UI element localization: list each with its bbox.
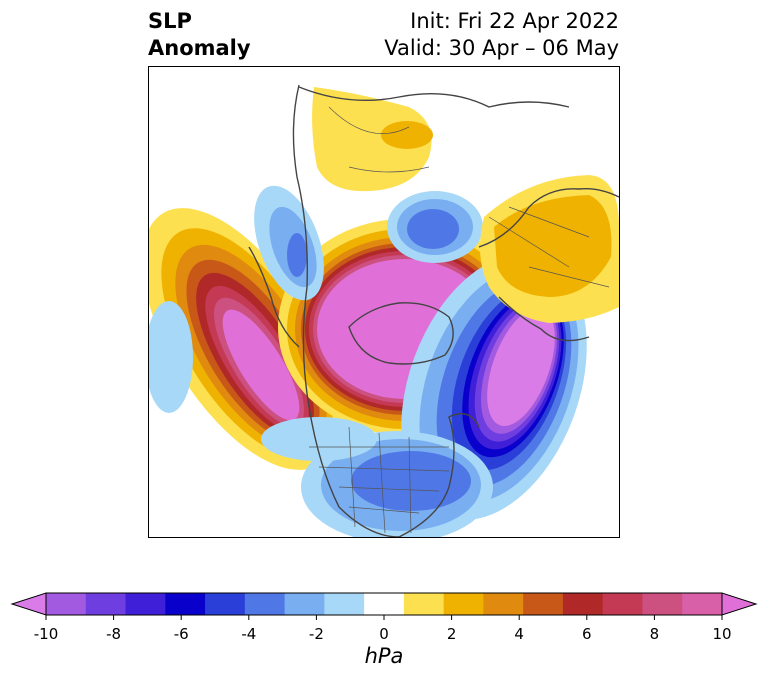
colorbar-cell xyxy=(85,593,127,615)
init-date: Init: Fri 22 Apr 2022 xyxy=(410,9,619,33)
colorbar-tick-label: 10 xyxy=(712,625,731,643)
colorbar-tick-label: 0 xyxy=(379,625,389,643)
anomaly-kamchatka-negative xyxy=(254,185,324,301)
colorbar-tick-label: -8 xyxy=(106,625,121,643)
colorbar: -10 -8 -6 -4 -2 0 2 4 6 8 10 xyxy=(10,592,758,643)
anomaly-kara-negative xyxy=(387,191,483,263)
borders xyxy=(309,106,610,534)
colorbar-cell xyxy=(46,593,87,615)
anomaly-map xyxy=(148,66,620,538)
colorbar-extend-right xyxy=(721,592,758,616)
anomaly-alaska-positive xyxy=(149,208,340,470)
colorbar-cell xyxy=(443,593,484,615)
anomaly-map-svg xyxy=(149,84,619,537)
title-line-anomaly: Anomaly xyxy=(148,36,251,60)
valid-dates: Valid: 30 Apr – 06 May xyxy=(384,36,619,60)
colorbar-unit-label: hPa xyxy=(364,644,404,668)
colorbar-tick-label: -2 xyxy=(309,625,324,643)
colorbar-cell xyxy=(562,593,604,615)
colorbar-tick-label: -6 xyxy=(174,625,189,643)
colorbar-cell xyxy=(284,593,325,615)
colorbar-cell xyxy=(403,593,445,615)
colorbar-cells xyxy=(46,593,723,615)
anomaly-europe-positive xyxy=(480,175,619,323)
colorbar-tick-label: 8 xyxy=(650,625,660,643)
anomaly-siberia-positive xyxy=(312,87,433,192)
title-line-slp: SLP xyxy=(148,9,192,33)
colorbar-cell xyxy=(523,593,564,615)
coastlines xyxy=(248,84,619,537)
colorbar-tick-label: -4 xyxy=(241,625,256,643)
colorbar-ticks: -10 -8 -6 -4 -2 0 2 4 6 8 10 xyxy=(34,615,732,643)
map-title: SLP Anomaly xyxy=(148,8,251,62)
anomaly-pacific-negative xyxy=(149,301,193,413)
colorbar-cell xyxy=(602,593,643,615)
colorbar-cell xyxy=(324,593,365,615)
colorbar-cell xyxy=(205,593,246,615)
colorbar-cell xyxy=(682,593,723,615)
colorbar-cell xyxy=(165,593,206,615)
colorbar-tick-label: 2 xyxy=(447,625,457,643)
map-subtitle: Init: Fri 22 Apr 2022 Valid: 30 Apr – 06… xyxy=(384,8,619,62)
colorbar-cell xyxy=(483,593,524,615)
colorbar-cell xyxy=(642,593,683,615)
colorbar-tick-label: 4 xyxy=(514,625,524,643)
colorbar-tick-label: -10 xyxy=(34,625,59,643)
anomaly-pacific-coast-negative xyxy=(261,417,377,461)
colorbar-extend-left xyxy=(10,592,47,616)
colorbar-cell xyxy=(125,593,166,615)
colorbar-cell xyxy=(364,593,405,615)
colorbar-cell xyxy=(244,593,286,615)
colorbar-tick-label: 6 xyxy=(582,625,592,643)
